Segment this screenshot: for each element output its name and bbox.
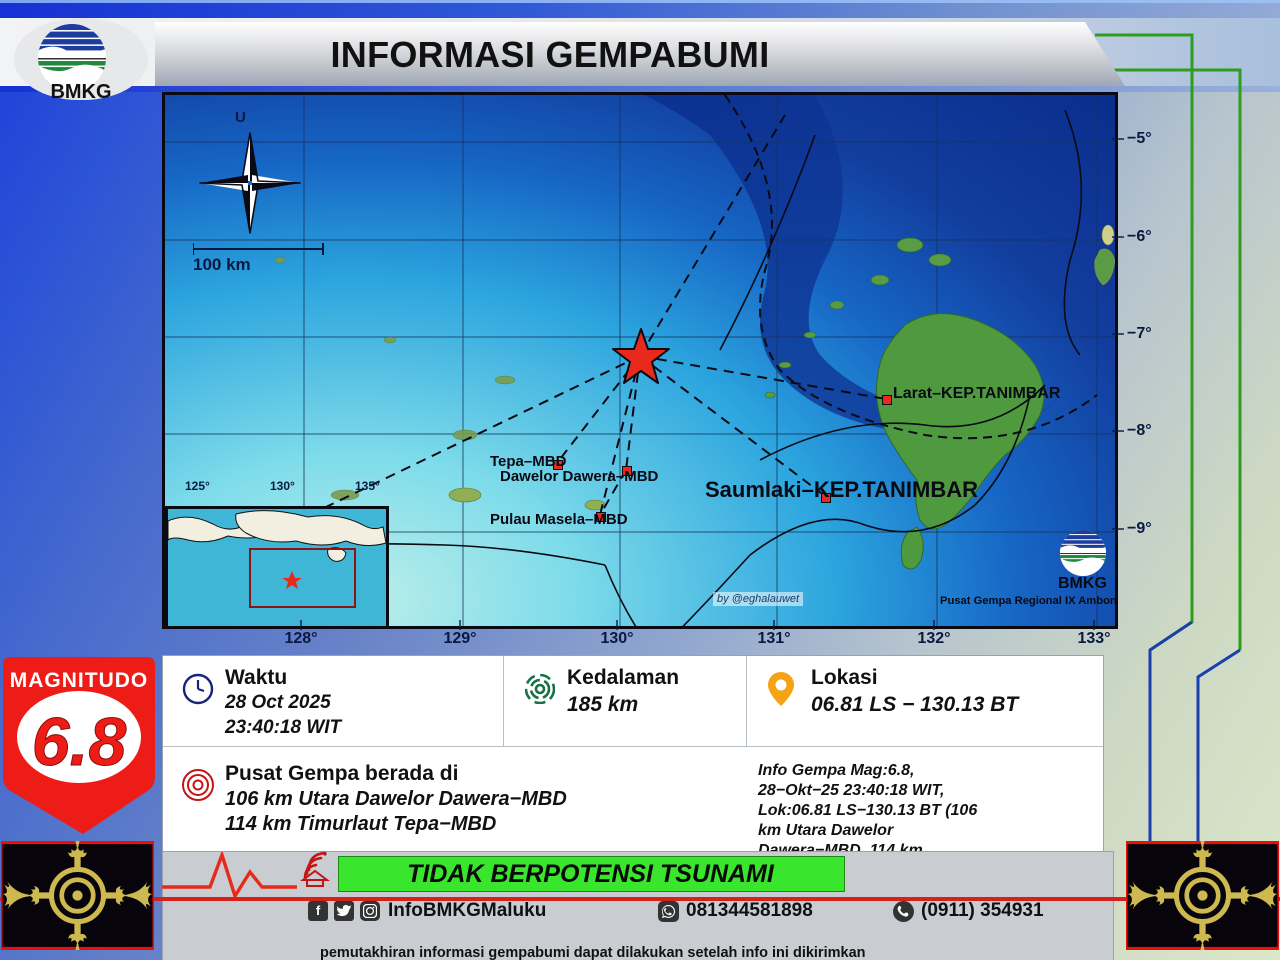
svg-text:MAGNITUDO: MAGNITUDO — [10, 669, 149, 692]
svg-text:6.8: 6.8 — [32, 704, 127, 780]
